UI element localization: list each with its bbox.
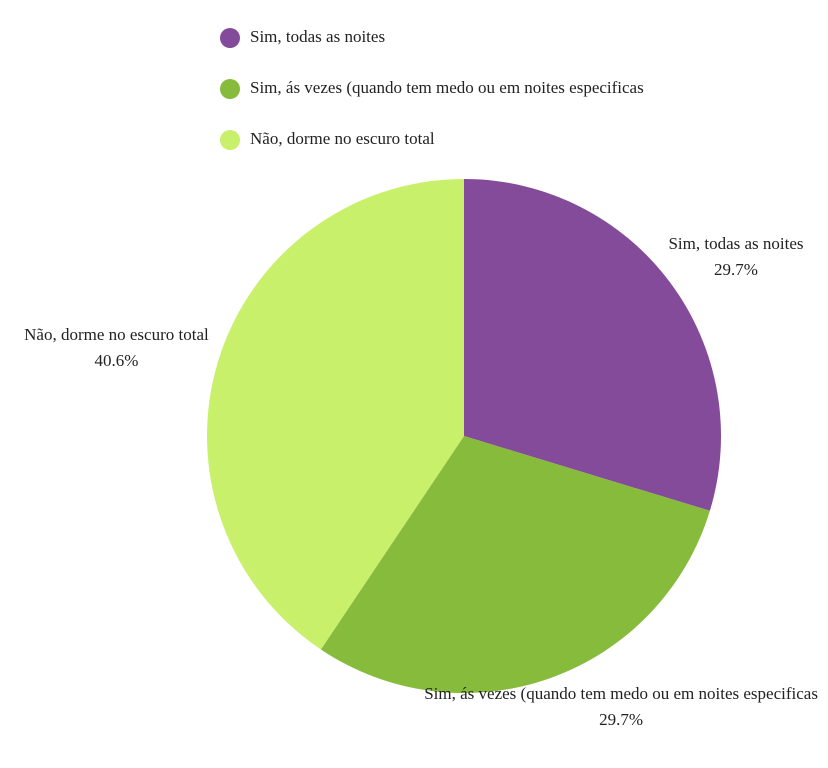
slice-label: Sim, ás vezes (quando tem medo ou em noi… [424, 684, 818, 703]
legend-label: Não, dorme no escuro total [250, 129, 435, 148]
legend-label: Sim, todas as noites [250, 27, 385, 46]
slice-value-label: 40.6% [94, 351, 138, 370]
slice-value-label: 29.7% [714, 260, 758, 279]
legend-swatch [220, 28, 240, 48]
slice-value-label: 29.7% [599, 710, 643, 729]
legend-swatch [220, 130, 240, 150]
pie-slice [320, 436, 710, 693]
slice-label: Sim, todas as noites [668, 234, 803, 253]
slice-label: Não, dorme no escuro total [24, 325, 209, 344]
legend-swatch [220, 79, 240, 99]
legend-label: Sim, ás vezes (quando tem medo ou em noi… [250, 78, 644, 97]
pie-slice [207, 179, 464, 650]
pie-slice [464, 179, 721, 511]
